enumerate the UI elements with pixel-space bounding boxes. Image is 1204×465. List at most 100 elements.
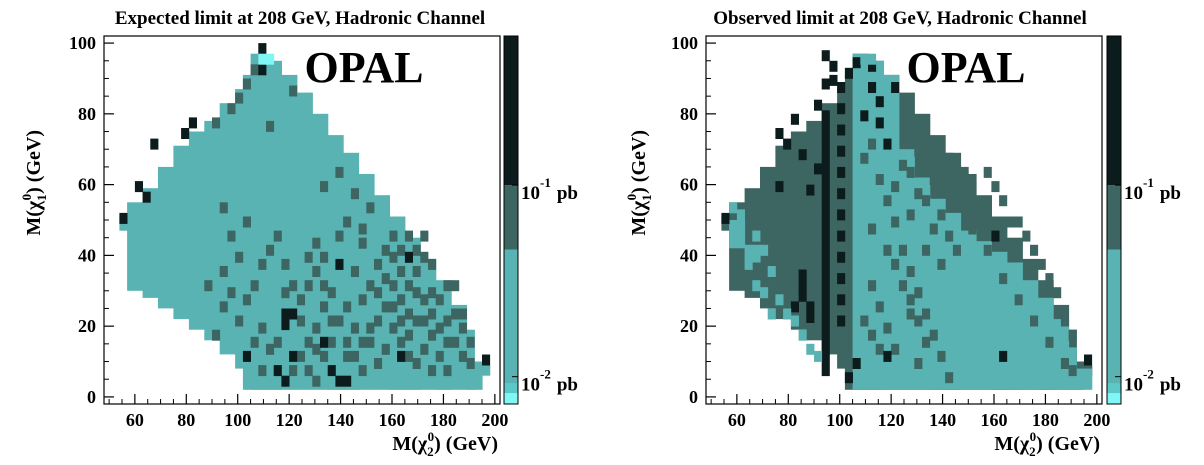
mid-limit-cell — [397, 266, 406, 277]
light-region-strip — [991, 251, 1008, 390]
mid-limit-cell — [868, 329, 877, 341]
mid-limit-cell — [258, 322, 267, 334]
colorbar-level — [504, 383, 518, 394]
mid-limit-cell — [397, 336, 406, 348]
mid-limit-cell — [327, 287, 336, 299]
mid-limit-cell — [312, 343, 321, 355]
high-limit-cell — [397, 350, 406, 362]
mid-limit-cell — [983, 244, 992, 256]
low-limit-cell — [806, 343, 815, 355]
mid-limit-cell — [906, 294, 915, 306]
mid-limit-cell — [945, 152, 954, 164]
x-tick-label: 60 — [728, 410, 746, 430]
mid-limit-cell — [327, 315, 336, 327]
mid-limit-cell — [937, 258, 946, 270]
high-limit-cell — [181, 128, 190, 139]
mid-limit-cell — [389, 280, 398, 292]
high-limit-cell — [844, 372, 853, 384]
mid-limit-cell — [937, 209, 946, 221]
mid-limit-cell — [358, 336, 367, 348]
low-limit-cell — [760, 287, 769, 299]
mid-limit-cell — [898, 159, 907, 171]
x-tick-label: 100 — [826, 410, 853, 430]
region-strip — [760, 166, 776, 309]
high-limit-cell — [837, 103, 846, 115]
mid-limit-cell — [320, 301, 329, 313]
mid-limit-cell — [952, 181, 961, 193]
y-tick-label: 80 — [680, 104, 698, 124]
mid-limit-cell — [891, 258, 900, 270]
high-limit-cell — [821, 205, 830, 217]
colorbar-level — [1107, 185, 1121, 250]
mid-limit-cell — [945, 230, 954, 242]
y-axis-label-prefix: M( — [628, 210, 650, 236]
colorbar-label-base: 10 — [1124, 183, 1143, 204]
high-limit-cell — [404, 251, 413, 263]
mid-limit-cell — [412, 266, 421, 277]
x-axis-label-suffix: ) (GeV) — [434, 433, 498, 455]
high-limit-cell — [837, 315, 846, 327]
mid-limit-cell — [443, 336, 452, 348]
y-axis-label-sub: 1 — [34, 194, 49, 201]
mid-limit-cell — [397, 294, 406, 306]
region-strip — [250, 53, 267, 390]
x-axis-label-sub: 2 — [427, 444, 434, 459]
opal-watermark: OPAL — [305, 43, 424, 92]
mid-limit-cell — [883, 244, 892, 256]
region-strip — [844, 74, 854, 390]
light-region-strip — [883, 74, 900, 390]
mid-limit-cell — [999, 273, 1008, 285]
mid-limit-cell — [1060, 358, 1069, 369]
mid-limit-cell — [898, 244, 907, 256]
light-region-strip — [1022, 280, 1039, 390]
y-axis-label-symbol: χ — [628, 200, 650, 211]
y-tick-label: 20 — [680, 316, 698, 336]
high-limit-cell — [821, 237, 830, 249]
mid-limit-cell — [204, 280, 213, 292]
mid-limit-cell — [458, 322, 467, 334]
mid-limit-cell — [891, 343, 900, 355]
axes: 60 80 100 120 140 160 180 200 0 20 40 60 80 100 — [671, 33, 1110, 430]
y-tick-label: 60 — [78, 175, 96, 195]
mid-limit-cell — [219, 266, 228, 277]
low-limit-cell — [798, 329, 807, 341]
y-axis-label-sup: 0 — [19, 194, 34, 201]
y-axis-label-suffix: ) (GeV) — [628, 130, 650, 194]
low-limit-cell — [744, 258, 753, 270]
high-limit-cell — [821, 174, 830, 185]
x-axis-label-prefix: M( — [994, 433, 1020, 455]
low-limit-cell — [783, 308, 792, 320]
light-region-strip — [1076, 368, 1093, 390]
y-tick-label: 0 — [87, 387, 96, 407]
mid-limit-cell — [250, 64, 259, 76]
mid-limit-cell — [304, 365, 313, 377]
mid-limit-cell — [381, 301, 390, 313]
mid-limit-cell — [1053, 287, 1062, 299]
region-strip — [837, 89, 846, 369]
mid-limit-cell — [304, 251, 313, 263]
high-limit-cell — [837, 230, 846, 242]
low-limit-cell — [729, 202, 738, 214]
x-tick-label: 120 — [878, 410, 905, 430]
mid-limit-cell — [374, 315, 383, 327]
panel-title: Observed limit at 208 GeV, Hadronic Chan… — [713, 8, 1087, 29]
mid-limit-cell — [945, 372, 954, 384]
mid-limit-cell — [358, 365, 367, 377]
mid-limit-cell — [1060, 315, 1069, 327]
high-limit-cell — [852, 57, 861, 69]
x-tick-label: 180 — [1032, 410, 1059, 430]
high-limit-cell — [999, 350, 1008, 362]
high-limit-cell — [837, 124, 846, 136]
mid-limit-cell — [343, 216, 352, 228]
x-axis-label: M(χ20) (GeV) — [392, 429, 498, 459]
colorbar-level — [504, 185, 518, 250]
mid-limit-cell — [875, 343, 884, 355]
mid-limit-cell — [914, 315, 923, 327]
mid-limit-cell — [435, 322, 444, 334]
colorbar-label-unit: pb — [1160, 183, 1181, 204]
y-tick-label: 20 — [78, 316, 96, 336]
high-limit-cell — [806, 312, 815, 323]
mid-limit-cell — [235, 92, 244, 104]
mid-limit-cell — [443, 315, 452, 327]
high-limit-cell — [289, 308, 298, 320]
